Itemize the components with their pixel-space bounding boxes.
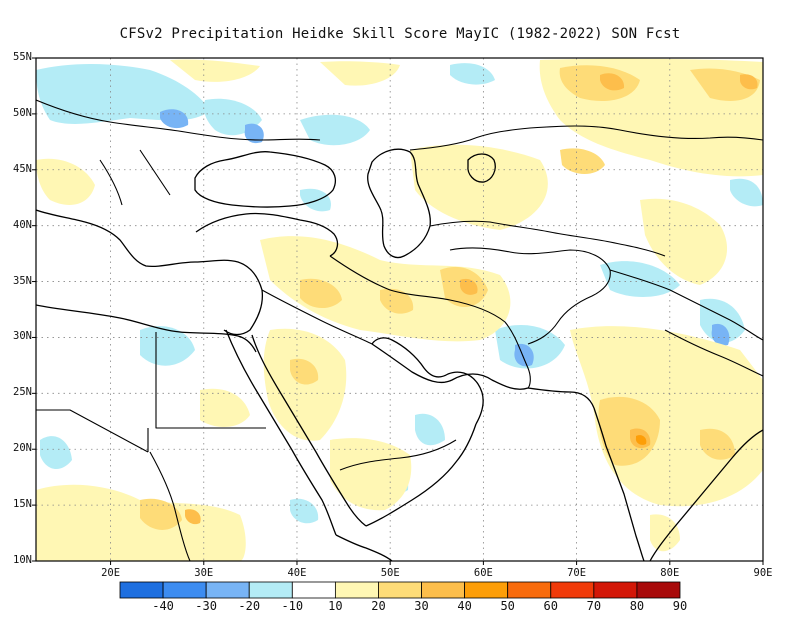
skill-score-field: [36, 58, 763, 561]
lat-label: 45N: [13, 162, 32, 175]
positive-skill-areas: [36, 58, 763, 561]
colorbar-swatch: [507, 581, 552, 599]
turkey-coast: [195, 212, 339, 257]
aral-sea-coast: [467, 153, 496, 183]
lat-label: 25N: [13, 386, 32, 399]
colorbar-swatch: [162, 581, 207, 599]
persian-gulf-coast: [371, 337, 484, 425]
colorbar-swatch: [248, 581, 293, 599]
lon-label: 90E: [753, 567, 773, 579]
colorbar-swatch: [334, 581, 379, 599]
border-iran: [329, 255, 531, 389]
colorbar-swatch: [421, 581, 466, 599]
border-balkans: [99, 149, 171, 206]
colorbar-tick-label: 30: [414, 599, 429, 613]
colorbar-tick-label: -10: [281, 599, 304, 613]
lat-lon-grid: [36, 58, 763, 561]
red-sea-west-coast: [225, 329, 337, 536]
colorbar: [119, 581, 681, 599]
lat-label: 40N: [13, 218, 32, 231]
lon-label: 80E: [660, 567, 680, 579]
lat-label: 15N: [13, 498, 32, 511]
colorbar-swatch: [378, 581, 422, 599]
colorbar-tick-label: 80: [629, 599, 645, 613]
colorbar-tick-label: 50: [500, 599, 515, 613]
lon-label: 60E: [473, 567, 493, 579]
border-iraq-saudi: [261, 289, 373, 345]
colorbar-swatch: [291, 581, 336, 599]
arabia-south-coast: [365, 423, 477, 527]
colorbar-tick-label: 40: [457, 599, 472, 613]
colorbar-tick-label: 20: [371, 599, 386, 613]
lon-label: 50E: [380, 567, 400, 579]
lon-label: 70E: [567, 567, 587, 579]
lon-label: 20E: [101, 567, 121, 579]
colorbar-tick-label: -40: [152, 599, 174, 613]
positive-skill-peak: [635, 435, 647, 445]
black-sea-coast: [194, 151, 336, 208]
map-frame: [35, 57, 764, 562]
colorbar-swatch: [636, 581, 681, 599]
lat-label: 50N: [13, 106, 32, 119]
colorbar-swatch: [593, 581, 638, 599]
colorbar-tick-label: -30: [195, 599, 217, 613]
colorbar-swatch: [205, 581, 250, 599]
axis-ticks: [32, 57, 764, 565]
north-africa-coast: [36, 304, 257, 353]
border-central-asia: [429, 220, 666, 257]
colorbar-swatch: [464, 581, 509, 599]
horn-of-africa-coast: [335, 534, 393, 561]
pakistan-coast: [527, 387, 595, 409]
colorbar-swatch: [550, 581, 595, 599]
border-egypt-libya: [155, 332, 266, 429]
lat-label: 10N: [13, 554, 32, 566]
india-east-coast: [649, 429, 763, 561]
lat-label: 20N: [13, 442, 32, 455]
red-sea-east-coast: [251, 334, 367, 527]
colorbar-tick-label: 70: [586, 599, 602, 613]
lat-label: 30N: [13, 330, 32, 343]
colorbar-tick-label: -20: [238, 599, 261, 613]
colorbar-tick-label: 10: [328, 599, 343, 613]
border-india-nepal: [664, 329, 763, 377]
lon-label: 40E: [287, 567, 307, 579]
caspian-sea-coast: [367, 148, 431, 259]
border-europe: [36, 99, 321, 141]
lat-label: 55N: [13, 51, 32, 63]
negative-skill-areas: [36, 63, 763, 524]
border-sudan-chad: [147, 428, 191, 561]
colorbar-tick-label: 60: [543, 599, 558, 613]
border-china-india: [609, 269, 763, 341]
border-arabia-yemen: [339, 439, 457, 471]
colorbar-tick-label: 90: [672, 599, 688, 613]
coastlines-and-borders: [36, 99, 763, 561]
gulf-north-coast: [371, 343, 529, 390]
positive-skill-medium: [140, 65, 760, 530]
lon-label: 30E: [194, 567, 214, 579]
border-russia-kazakh: [409, 125, 763, 151]
border-libya-chad: [36, 409, 149, 453]
india-west-coast: [593, 407, 645, 561]
lat-label: 35N: [13, 274, 32, 287]
colorbar-swatch: [119, 581, 164, 599]
plot-title: CFSv2 Precipitation Heidke Skill Score M…: [119, 26, 681, 42]
mediterranean-coast: [36, 209, 264, 336]
